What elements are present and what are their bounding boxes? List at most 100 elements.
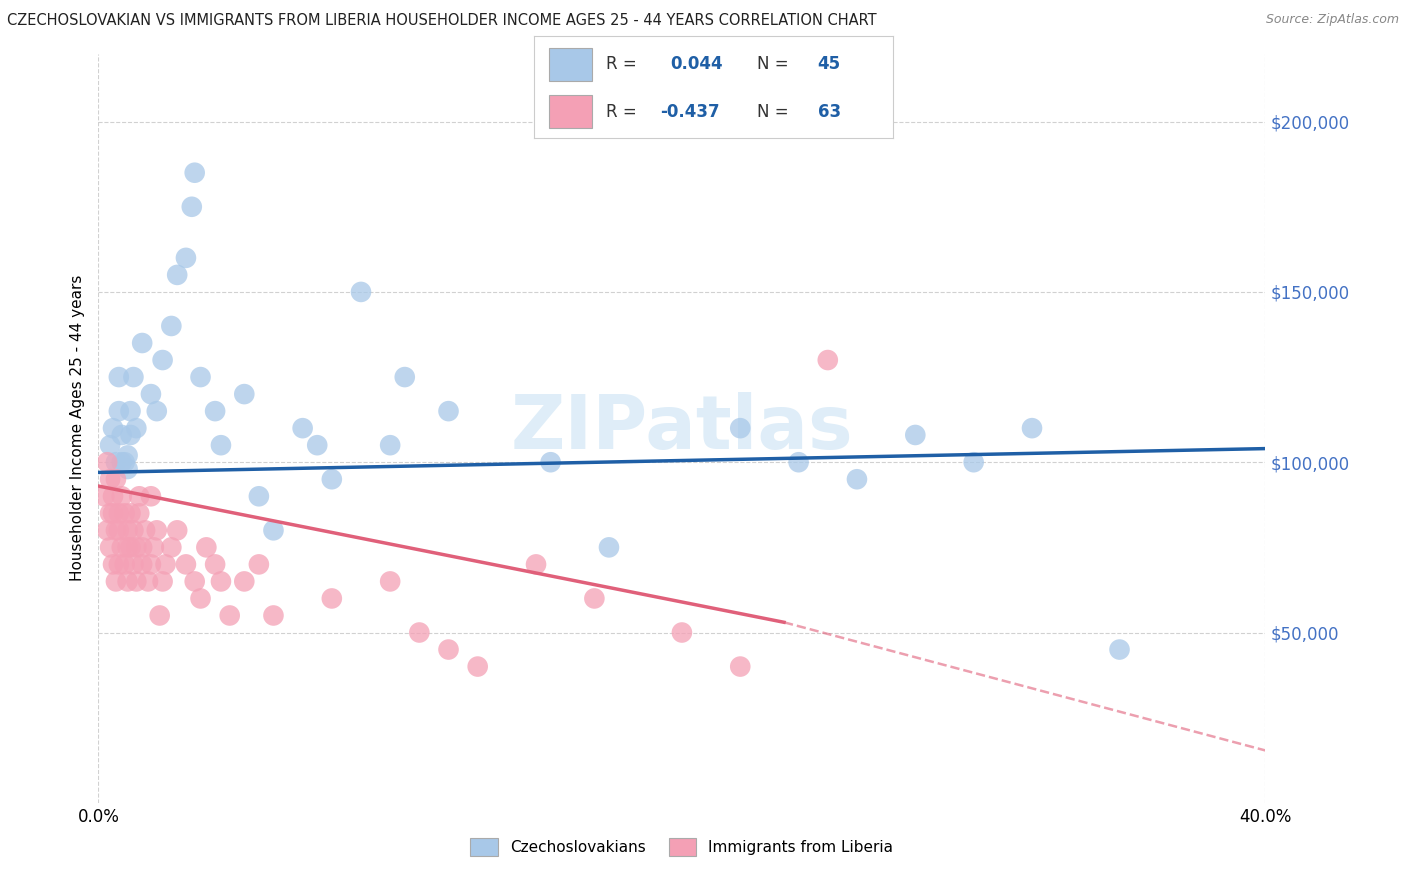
Text: Source: ZipAtlas.com: Source: ZipAtlas.com <box>1265 13 1399 27</box>
Point <box>125 574 148 589</box>
Point <box>122 558 145 572</box>
Point <box>524 558 547 572</box>
Point <box>262 524 284 538</box>
Point <box>152 353 174 368</box>
Point <box>101 506 124 520</box>
Point <box>108 370 131 384</box>
Point <box>139 489 162 503</box>
Point <box>104 472 127 486</box>
Point <box>160 541 183 555</box>
Text: ZIPatlas: ZIPatlas <box>510 392 853 465</box>
Point <box>146 524 169 538</box>
Point <box>380 438 402 452</box>
Point <box>467 659 489 673</box>
Point <box>134 524 156 538</box>
Point <box>120 506 142 520</box>
Point <box>120 541 142 555</box>
Point <box>108 558 131 572</box>
Point <box>114 506 136 520</box>
Point <box>155 558 177 572</box>
Point <box>307 438 329 452</box>
Point <box>152 574 174 589</box>
Point <box>96 524 118 538</box>
Text: CZECHOSLOVAKIAN VS IMMIGRANTS FROM LIBERIA HOUSEHOLDER INCOME AGES 25 - 44 YEARS: CZECHOSLOVAKIAN VS IMMIGRANTS FROM LIBER… <box>7 13 877 29</box>
Point <box>131 336 153 351</box>
Y-axis label: Householder Income Ages 25 - 44 years: Householder Income Ages 25 - 44 years <box>70 275 86 582</box>
Point <box>117 541 139 555</box>
Point <box>160 318 183 333</box>
Point <box>1108 642 1130 657</box>
Point <box>111 455 134 469</box>
Point <box>142 541 165 555</box>
Text: R =: R = <box>606 55 647 73</box>
Point <box>104 574 127 589</box>
Point <box>233 387 256 401</box>
Point <box>122 370 145 384</box>
Point <box>204 558 226 572</box>
Text: -0.437: -0.437 <box>659 103 720 120</box>
Point <box>139 558 162 572</box>
Point <box>787 455 810 469</box>
Point <box>98 472 121 486</box>
Point <box>125 421 148 435</box>
Point <box>846 472 869 486</box>
Point <box>380 574 402 589</box>
Point <box>98 541 121 555</box>
Point <box>104 524 127 538</box>
Point <box>671 625 693 640</box>
Point <box>111 489 134 503</box>
Point <box>218 608 240 623</box>
Point <box>104 455 127 469</box>
Point <box>101 489 124 503</box>
Text: N =: N = <box>756 55 793 73</box>
Text: R =: R = <box>606 103 643 120</box>
Point <box>174 558 197 572</box>
Point <box>233 574 256 589</box>
Point <box>108 506 131 520</box>
Point <box>183 574 205 589</box>
Point <box>180 200 202 214</box>
Point <box>111 541 134 555</box>
Point <box>183 166 205 180</box>
Bar <box>548 95 592 128</box>
Point <box>125 541 148 555</box>
Point <box>146 404 169 418</box>
Point <box>117 462 139 476</box>
Point <box>209 438 232 452</box>
Point <box>291 421 314 435</box>
Point <box>117 574 139 589</box>
Point <box>583 591 606 606</box>
Bar <box>548 48 592 81</box>
Point <box>117 524 139 538</box>
Legend: Czechoslovakians, Immigrants from Liberia: Czechoslovakians, Immigrants from Liberi… <box>464 831 900 863</box>
Point <box>136 574 159 589</box>
Point <box>1021 421 1043 435</box>
Point <box>437 642 460 657</box>
Point <box>540 455 562 469</box>
Point <box>131 558 153 572</box>
Point <box>98 438 121 452</box>
Point <box>394 370 416 384</box>
Point <box>730 421 752 435</box>
Point <box>962 455 984 469</box>
Point <box>166 524 188 538</box>
Point <box>139 387 162 401</box>
Point <box>247 558 270 572</box>
Point <box>93 489 115 503</box>
Point <box>166 268 188 282</box>
Point <box>408 625 430 640</box>
Point <box>904 428 927 442</box>
Point <box>350 285 373 299</box>
Point <box>108 524 131 538</box>
Point <box>114 455 136 469</box>
Point <box>122 524 145 538</box>
Point <box>98 506 121 520</box>
Point <box>262 608 284 623</box>
Point <box>131 541 153 555</box>
Text: 0.044: 0.044 <box>671 55 723 73</box>
Point <box>437 404 460 418</box>
Point <box>209 574 232 589</box>
Point <box>114 558 136 572</box>
Point <box>120 404 142 418</box>
Point <box>111 428 134 442</box>
